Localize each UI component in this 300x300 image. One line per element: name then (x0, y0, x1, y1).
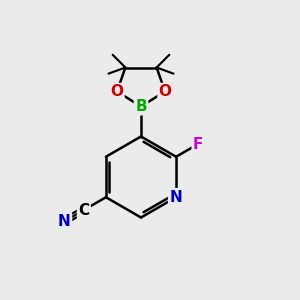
Text: F: F (193, 136, 203, 152)
Text: B: B (135, 99, 147, 114)
Text: O: O (110, 84, 124, 99)
Text: N: N (58, 214, 71, 229)
Text: C: C (78, 202, 89, 217)
Text: O: O (158, 84, 172, 99)
Text: N: N (170, 190, 182, 205)
